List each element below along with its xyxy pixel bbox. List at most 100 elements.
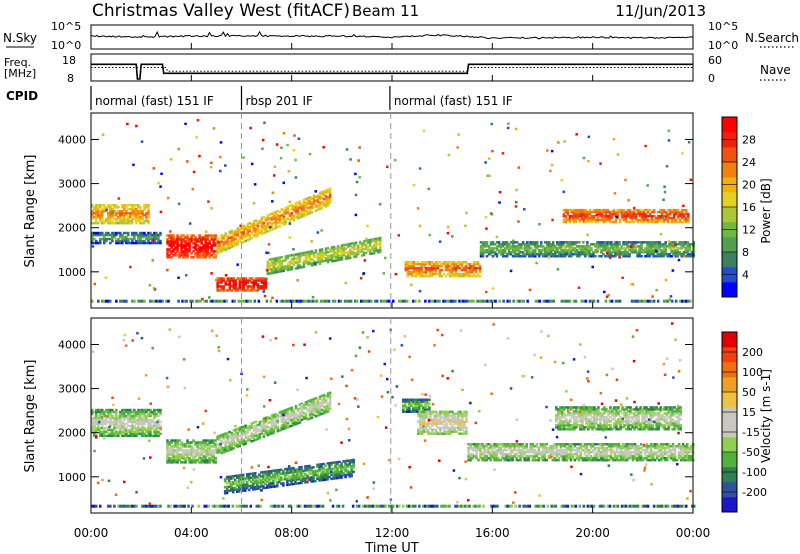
echo-cell [519,245,523,248]
echo-cell [574,299,578,303]
echo-cell [454,266,458,270]
echo-cell [310,408,314,412]
echo-cell [294,482,297,485]
echo-cell [318,191,322,195]
echo-cell [184,240,187,243]
echo-cell [348,250,352,254]
echo-cell [350,461,353,464]
echo-cell [670,299,674,303]
echo-cell [560,249,563,252]
echo-cell [308,262,312,265]
echo-cell [294,257,298,260]
echo-cell [284,414,288,418]
echo-cell [196,244,199,247]
echo-cell [632,247,635,250]
echo-cell [336,251,340,254]
echo-cell [131,428,134,432]
echo-cell [137,235,140,239]
echo-cell [176,443,179,446]
echo-cell [614,212,618,216]
echo-cell [170,461,173,464]
echo-cell [646,299,650,303]
echo-cell [445,430,448,433]
echo-cell [632,243,635,246]
echo-cell [262,421,266,424]
echo-cell [614,243,617,246]
echo-cell [374,247,378,250]
nsky-right-tick: 10^5 [708,20,738,33]
echo-cell [466,299,469,303]
echo-cell [196,250,199,253]
echo-cell [426,268,430,272]
echo-cell [596,243,599,246]
echo-cell [310,410,314,414]
echo-cell [548,253,551,256]
echo-cell [354,255,358,258]
echo-cell [242,481,245,485]
echo-cell [328,201,332,204]
echo-cell [143,434,146,438]
echo-cell [346,471,349,474]
echo-cell [214,236,217,239]
echo-cell [219,299,222,303]
echo-cell [435,428,438,431]
echo-cell [192,234,195,237]
echo-cell [170,449,173,452]
echo-cell [575,133,578,136]
echo-cell [232,234,236,238]
echo-cell [91,418,94,422]
echo-cell [664,253,667,256]
echo-cell [230,445,234,449]
echo-cell [610,255,613,258]
echo-cell [147,210,150,213]
echo-cell [272,415,276,418]
echo-cell [550,251,553,254]
echo-cell [214,445,217,448]
echo-cell [176,242,179,245]
echo-cell [416,410,419,413]
echo-cell [204,238,207,241]
echo-cell [362,239,366,243]
echo-cell [344,247,348,250]
echo-cell [584,247,587,250]
echo-cell [648,218,652,222]
echo-cell [113,416,116,420]
echo-cell [223,492,227,495]
echo-cell [212,455,215,458]
echo-cell [336,462,339,466]
echo-cell [228,489,231,492]
echo-cell [632,220,636,224]
echo-cell [194,441,197,444]
echo-cell [433,418,436,421]
echo-cell [432,266,436,270]
echo-cell [418,400,421,403]
echo-cell [145,217,148,221]
echo-cell [220,281,223,284]
echo-cell [232,281,236,284]
echo-cell [288,467,291,470]
echo-cell [372,245,376,249]
echo-cell [302,261,306,265]
echo-cell [210,206,213,210]
echo-cell [119,231,122,235]
echo-cell [544,299,548,303]
echo-cell [127,237,130,241]
echo-cell [182,445,185,448]
echo-cell [530,251,533,254]
echo-cell [304,465,307,468]
echo-cell [218,285,221,288]
echo-cell [219,155,222,159]
echo-cell [414,266,418,270]
echo-cell [168,240,171,243]
echo-cell [105,434,108,438]
echo-cell [296,410,300,413]
echo-cell [548,241,551,244]
echo-cell [582,241,585,244]
echo-cell [342,245,346,249]
echo-cell [105,219,108,223]
echo-cell [125,408,128,412]
echo-cell [302,417,306,421]
echo-cell [262,427,266,430]
echo-cell [322,255,326,259]
echo-cell [224,248,227,251]
